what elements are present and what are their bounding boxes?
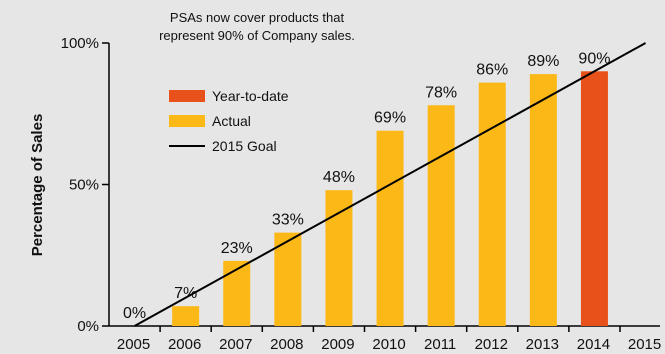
x-tick-label-2006: 2006: [168, 336, 201, 353]
legend-label-goal: 2015 Goal: [212, 138, 277, 154]
data-label-2008: 33%: [272, 212, 304, 229]
legend-label-actual: Actual: [212, 113, 251, 129]
legend-swatch-year-to-date: [169, 90, 205, 102]
data-label-2013: 89%: [527, 53, 559, 70]
legend: Year-to-date Actual 2015 Goal: [169, 88, 289, 154]
data-label-2005: 0%: [123, 305, 146, 322]
bar-actual-2013: [529, 74, 557, 326]
x-tick-label-2014: 2014: [577, 336, 610, 353]
bar-actual-2011: [427, 105, 455, 326]
x-tick-label-2010: 2010: [372, 336, 405, 353]
bar-actual-2012: [478, 82, 506, 327]
goal-line: [134, 42, 647, 327]
y-axis-label: Percentage of Sales: [29, 114, 46, 257]
title-line-2: represent 90% of Company sales.: [159, 28, 355, 43]
data-label-2011: 78%: [425, 84, 457, 101]
x-tick-label-2012: 2012: [475, 336, 508, 353]
x-tick-label-2011: 2011: [424, 336, 456, 353]
y-tick-label-100: 100%: [61, 35, 99, 52]
x-tick-label-2007: 2007: [219, 336, 252, 353]
chart-title: PSAs now cover products that represent 9…: [159, 10, 355, 43]
data-label-2010: 69%: [374, 110, 406, 127]
y-tick-label-0: 0%: [77, 318, 99, 335]
legend-label-year-to-date: Year-to-date: [212, 88, 289, 104]
bar-actual-2008: [274, 232, 302, 326]
data-label-2006: 7%: [174, 285, 197, 302]
title-line-1: PSAs now cover products that: [170, 10, 345, 25]
bar-actual-2006: [172, 306, 200, 326]
x-tick-label-2005: 2005: [117, 336, 150, 353]
bar-actual-2009: [325, 190, 353, 326]
x-tick-label-2009: 2009: [321, 336, 354, 353]
data-label-2009: 48%: [323, 169, 355, 186]
bar-actual-2007: [223, 260, 251, 326]
data-label-2007: 23%: [221, 240, 253, 257]
data-label-2012: 86%: [476, 62, 508, 79]
legend-swatch-actual: [169, 115, 205, 127]
plot-area: 0% 50% 100% 2005 2006 2007 2008 2009 2010 2011 201…: [61, 35, 662, 353]
x-tick-label-2015: 2015: [628, 336, 661, 353]
data-label-2014: 90%: [578, 50, 610, 67]
x-tick-label-2013: 2013: [526, 336, 559, 353]
y-tick-label-50: 50%: [69, 177, 99, 194]
bar-actual-2010: [376, 130, 404, 326]
x-tick-label-2008: 2008: [270, 336, 303, 353]
bar-year-to-date-2014: [580, 71, 608, 326]
